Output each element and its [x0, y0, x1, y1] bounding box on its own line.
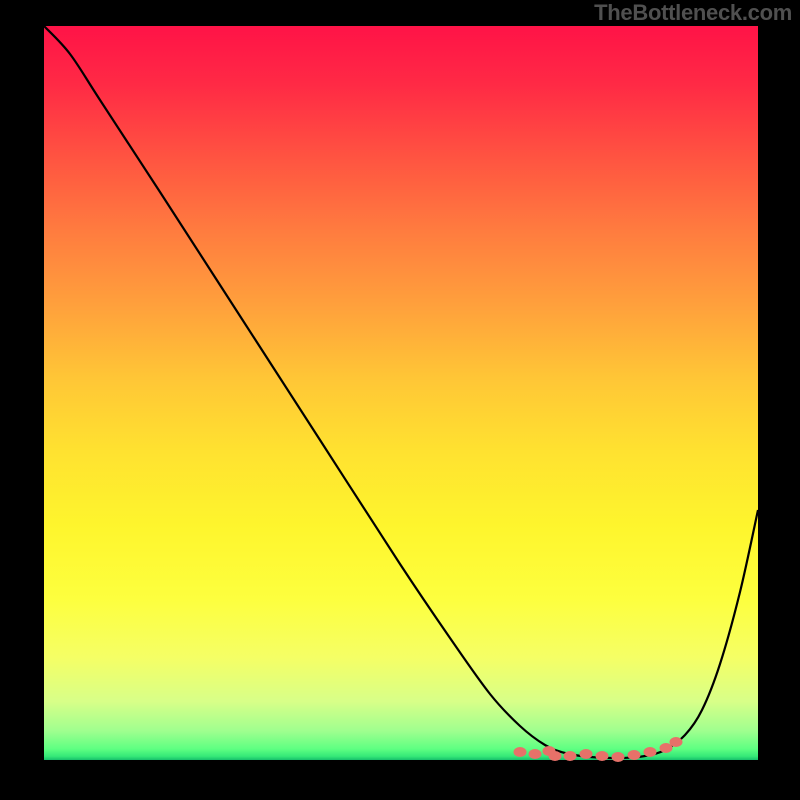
optimal-marker [628, 750, 641, 760]
chart-background [44, 26, 758, 760]
optimal-marker [564, 751, 577, 761]
optimal-marker [612, 752, 625, 762]
optimal-marker [596, 751, 609, 761]
optimal-marker [529, 749, 542, 759]
chart-svg [0, 0, 800, 800]
optimal-marker [514, 747, 527, 757]
optimal-marker [580, 749, 593, 759]
chart-plot-area [0, 0, 800, 800]
optimal-marker [670, 737, 683, 747]
optimal-marker [549, 751, 562, 761]
optimal-marker [644, 747, 657, 757]
